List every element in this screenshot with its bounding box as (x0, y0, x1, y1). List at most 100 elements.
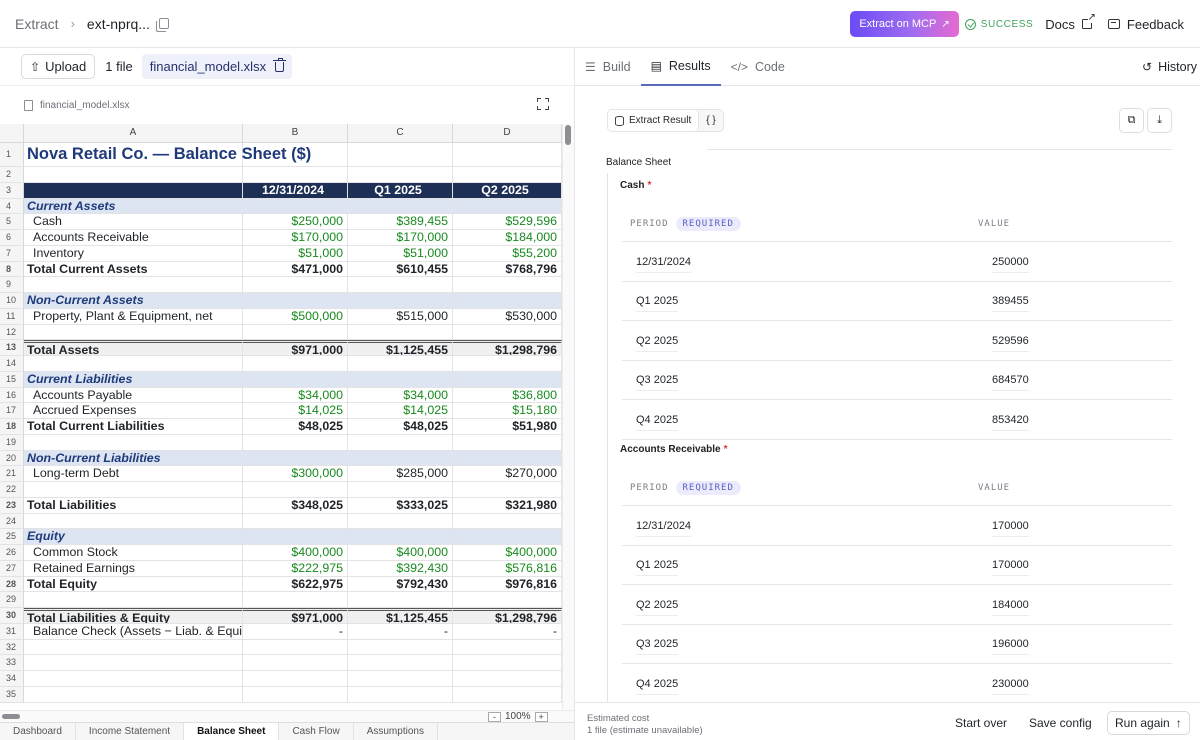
download-button[interactable]: ⤓ (1147, 108, 1172, 133)
cell-a[interactable]: Nova Retail Co. — Balance Sheet ($) (24, 143, 311, 167)
row-number[interactable]: 21 (0, 466, 24, 482)
cell-b[interactable]: $400,000 (243, 545, 348, 561)
cell-d[interactable] (453, 434, 562, 451)
corner-cell[interactable] (0, 124, 24, 142)
cell-c[interactable]: $389,455 (348, 214, 453, 230)
copy-icon[interactable] (155, 18, 169, 32)
row-number[interactable]: 29 (0, 592, 24, 608)
cell-c[interactable]: $14,025 (348, 403, 453, 419)
cell-d[interactable]: $15,180 (453, 403, 562, 419)
cell-d[interactable]: - (453, 623, 562, 640)
row-number[interactable]: 16 (0, 387, 24, 404)
cell-b[interactable]: $48,025 (243, 419, 348, 435)
cell-b[interactable] (243, 686, 348, 703)
cell-c[interactable] (348, 592, 453, 608)
cell-c[interactable]: - (348, 623, 453, 640)
cell-a[interactable]: Cash (24, 214, 243, 230)
cell-c[interactable]: $610,455 (348, 261, 453, 278)
cell-b[interactable]: $348,025 (243, 497, 348, 514)
cell-d[interactable] (453, 686, 562, 703)
row-number[interactable]: 18 (0, 419, 24, 435)
cell-a[interactable]: Long-term Debt (24, 466, 243, 482)
upload-button[interactable]: ⇧ Upload (21, 54, 96, 79)
row-number[interactable]: 34 (0, 671, 24, 687)
cell-c[interactable]: $48,025 (348, 419, 453, 435)
cell-d[interactable] (453, 639, 562, 656)
cell-b[interactable] (243, 450, 348, 467)
row-number[interactable]: 30 (0, 608, 24, 624)
cell-b[interactable]: $250,000 (243, 214, 348, 230)
cell-a[interactable]: Accounts Payable (24, 387, 243, 404)
column-header[interactable]: C (348, 124, 453, 142)
cell-d[interactable] (453, 671, 562, 687)
cell-a[interactable] (24, 182, 243, 199)
cell-b[interactable] (243, 592, 348, 608)
start-over-button[interactable]: Start over (955, 716, 1008, 730)
breadcrumb-root[interactable]: Extract (15, 15, 59, 32)
cell-c[interactable] (348, 371, 453, 388)
column-header[interactable]: D (453, 124, 562, 142)
run-again-button[interactable]: Run again ↑ (1107, 711, 1190, 735)
cell-a[interactable]: Total Assets (24, 340, 243, 356)
cell-b[interactable] (243, 434, 348, 451)
row-number[interactable]: 11 (0, 308, 24, 325)
cell-b[interactable] (243, 671, 348, 687)
cell-a[interactable] (24, 356, 243, 372)
cell-d[interactable]: $530,000 (453, 308, 562, 325)
scroll-thumb[interactable] (565, 125, 571, 145)
cell-c[interactable] (348, 513, 453, 530)
row-number[interactable]: 3 (0, 182, 24, 199)
cell-d[interactable] (453, 529, 562, 545)
cell-a[interactable] (24, 167, 243, 183)
trash-icon[interactable] (273, 57, 287, 72)
row-number[interactable]: 19 (0, 434, 24, 451)
cell-b[interactable]: $51,000 (243, 245, 348, 262)
row-number[interactable]: 8 (0, 261, 24, 278)
cell-d[interactable]: $184,000 (453, 230, 562, 246)
docs-link[interactable]: Docs (1045, 13, 1096, 32)
cell-b[interactable]: $14,025 (243, 403, 348, 419)
row-number[interactable]: 25 (0, 529, 24, 545)
row-number[interactable]: 1 (0, 143, 24, 167)
row-number[interactable]: 22 (0, 482, 24, 498)
cell-a[interactable]: Balance Check (Assets − Liab. & Equity) (24, 623, 243, 640)
cell-c[interactable]: $1,125,455 (348, 340, 453, 356)
row-number[interactable]: 17 (0, 403, 24, 419)
cell-d[interactable]: $1,298,796 (453, 608, 562, 624)
cell-c[interactable]: $170,000 (348, 230, 453, 246)
row-number[interactable]: 7 (0, 245, 24, 262)
cell-b[interactable]: $971,000 (243, 608, 348, 624)
cell-d[interactable]: $529,596 (453, 214, 562, 230)
cell-c[interactable] (348, 450, 453, 467)
cell-c[interactable] (348, 143, 453, 167)
cell-b[interactable] (243, 655, 348, 671)
cell-a[interactable]: Current Liabilities (24, 371, 243, 388)
cell-c[interactable]: $515,000 (348, 308, 453, 325)
cell-b[interactable] (243, 529, 348, 545)
cell-a[interactable] (24, 434, 243, 451)
cell-c[interactable]: $392,430 (348, 560, 453, 577)
cell-d[interactable] (453, 356, 562, 372)
cell-a[interactable]: Inventory (24, 245, 243, 262)
tab-results[interactable]: ▤ Results (640, 48, 721, 86)
tab-code[interactable]: </> Code (721, 48, 795, 86)
cell-c[interactable] (348, 167, 453, 183)
cell-b[interactable] (243, 513, 348, 530)
sheet-tab[interactable]: Balance Sheet (184, 723, 280, 740)
cell-a[interactable] (24, 686, 243, 703)
cell-b[interactable] (243, 167, 348, 183)
cell-b[interactable]: $500,000 (243, 308, 348, 325)
cell-c[interactable] (348, 529, 453, 545)
row-number[interactable]: 14 (0, 356, 24, 372)
history-button[interactable]: ↺ History (1142, 48, 1197, 86)
cell-c[interactable]: $400,000 (348, 545, 453, 561)
cell-a[interactable]: Accounts Receivable (24, 230, 243, 246)
row-number[interactable]: 32 (0, 639, 24, 656)
cell-a[interactable]: Total Current Assets (24, 261, 243, 278)
cell-d[interactable]: $270,000 (453, 466, 562, 482)
cell-c[interactable]: $792,430 (348, 576, 453, 593)
cell-c[interactable] (348, 293, 453, 309)
cell-d[interactable] (453, 482, 562, 498)
cell-c[interactable] (348, 198, 453, 215)
cell-a[interactable]: Retained Earnings (24, 560, 243, 577)
